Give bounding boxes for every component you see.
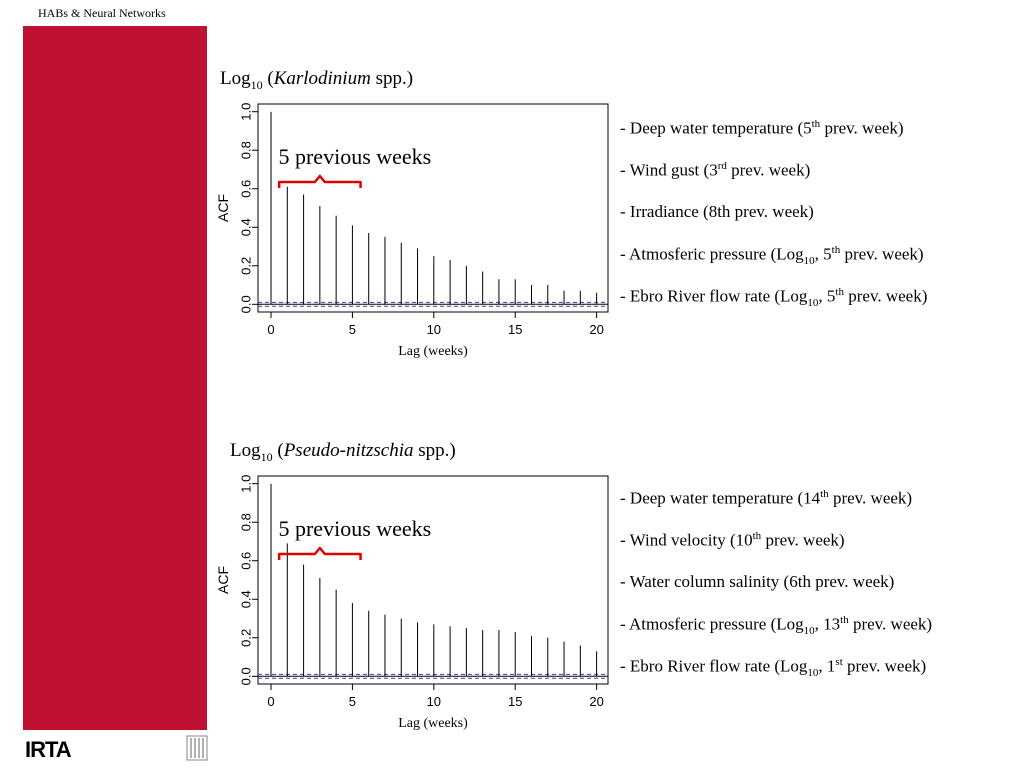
y-tick-label: 0.2 [239, 629, 254, 647]
x-tick-label: 5 [349, 322, 356, 337]
predictor-item: - Deep water temperature (14th prev. wee… [620, 488, 913, 508]
bracket-annotation-label: 5 previous weeks [278, 516, 431, 541]
plot-frame [257, 103, 609, 313]
predictor-list-karlodinium: - Deep water temperature (5th prev. week… [620, 118, 927, 328]
y-tick-label: 0.4 [239, 590, 254, 608]
predictor-item: - Ebro River flow rate (Log10, 1st prev.… [620, 656, 927, 680]
y-tick-label: 0.4 [239, 218, 254, 236]
y-tick-label: 1.0 [239, 475, 254, 493]
x-tick-label: 0 [267, 694, 274, 709]
lag-bracket [277, 174, 362, 188]
y-tick-label: 0.8 [239, 141, 254, 159]
x-axis-label: Lag (weeks) [398, 344, 468, 359]
lag-bracket [277, 546, 362, 560]
y-tick-label: 0.0 [239, 295, 254, 313]
y-tick-label: 0.6 [239, 180, 254, 198]
predictor-item: - Water column salinity (6th prev. week) [620, 572, 895, 591]
y-axis-label: ACF [215, 566, 231, 594]
predictor-list-pseudo-nitzschia: - Deep water temperature (14th prev. wee… [620, 488, 932, 698]
predictor-item: - Wind gust (3rd prev. week) [620, 160, 811, 180]
predictor-item: - Atmosferic pressure (Log10, 5th prev. … [620, 244, 924, 268]
y-tick-label: 0.0 [239, 667, 254, 685]
predictor-item: - Ebro River flow rate (Log10, 5th prev.… [620, 286, 928, 310]
y-tick-label: 0.8 [239, 513, 254, 531]
predictor-item: - Wind velocity (10th prev. week) [620, 530, 845, 550]
bracket-annotation-label: 5 previous weeks [278, 144, 431, 169]
x-tick-label: 20 [589, 694, 603, 709]
chart-title-karlodinium: Log10 (Karlodinium spp.) [220, 68, 414, 92]
slide-header: HABs & Neural Networks [38, 6, 166, 20]
predictor-item: - Deep water temperature (5th prev. week… [620, 118, 904, 138]
x-axis-label: Lag (weeks) [398, 716, 468, 731]
y-tick-label: 0.6 [239, 552, 254, 570]
acf-chart-karlodinium: 0 5 10 15 20 0.0 0.2 0.4 0.6 0.8 1.0 Lag (weeks) ACF… [215, 103, 609, 359]
y-axis-label: ACF [215, 194, 231, 222]
predictor-item: - Atmosferic pressure (Log10, 13th prev.… [620, 614, 933, 638]
plot-frame [257, 475, 609, 685]
x-tick-label: 15 [508, 694, 522, 709]
x-tick-label: 20 [589, 322, 603, 337]
x-tick-label: 15 [508, 322, 522, 337]
chart-title-pseudo-nitzschia: Log10 (Pseudo-nitzschia spp.) [230, 440, 456, 464]
irta-logo: IRTA [25, 737, 72, 762]
y-tick-label: 1.0 [239, 103, 254, 121]
y-tick-label: 0.2 [239, 257, 254, 275]
predictor-item: - Irradiance (8th prev. week) [620, 202, 814, 221]
x-tick-label: 0 [267, 322, 274, 337]
x-tick-label: 10 [427, 694, 441, 709]
x-tick-label: 5 [349, 694, 356, 709]
columns-emblem-icon [186, 735, 208, 761]
acf-chart-pseudo-nitzschia: 0 5 10 15 20 0.0 0.2 0.4 0.6 0.8 1.0 Lag (weeks) ACF… [215, 475, 609, 731]
x-tick-label: 10 [427, 322, 441, 337]
brand-red-bar [23, 26, 207, 730]
